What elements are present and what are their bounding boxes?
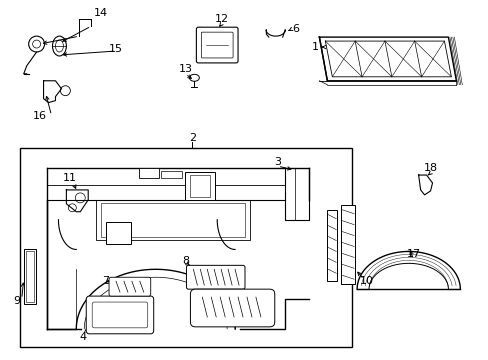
Text: 5: 5	[188, 314, 196, 324]
Text: 18: 18	[423, 163, 437, 173]
Text: 13: 13	[178, 64, 192, 74]
Text: 2: 2	[188, 133, 196, 143]
Bar	[101, 203, 244, 237]
Text: 14: 14	[94, 8, 108, 18]
FancyBboxPatch shape	[196, 27, 238, 63]
FancyBboxPatch shape	[92, 302, 147, 328]
Bar	[190, 175, 210, 197]
Text: 10: 10	[359, 276, 373, 286]
Bar	[326, 210, 337, 281]
Text: 8: 8	[182, 256, 189, 266]
Bar	[24, 249, 36, 304]
FancyBboxPatch shape	[190, 289, 274, 327]
Bar	[161, 171, 182, 178]
FancyBboxPatch shape	[201, 32, 233, 58]
Text: 12: 12	[215, 14, 229, 24]
Text: 1: 1	[311, 42, 318, 52]
Bar	[139, 168, 158, 178]
FancyBboxPatch shape	[109, 277, 150, 296]
Text: 17: 17	[406, 249, 420, 260]
Polygon shape	[319, 37, 455, 81]
Text: 16: 16	[33, 111, 46, 121]
Bar	[20, 148, 351, 347]
Text: 9: 9	[13, 296, 20, 306]
Text: 4: 4	[80, 332, 87, 342]
Bar	[185, 172, 215, 200]
Text: 11: 11	[62, 173, 76, 183]
Text: 7: 7	[102, 276, 109, 286]
Text: 3: 3	[274, 157, 281, 167]
Bar	[96, 200, 249, 239]
Bar	[341, 205, 354, 284]
Text: 15: 15	[109, 44, 123, 54]
Text: 6: 6	[291, 24, 299, 34]
FancyBboxPatch shape	[186, 265, 244, 289]
Bar	[26, 251, 34, 302]
Bar	[106, 222, 131, 243]
FancyBboxPatch shape	[86, 296, 153, 334]
